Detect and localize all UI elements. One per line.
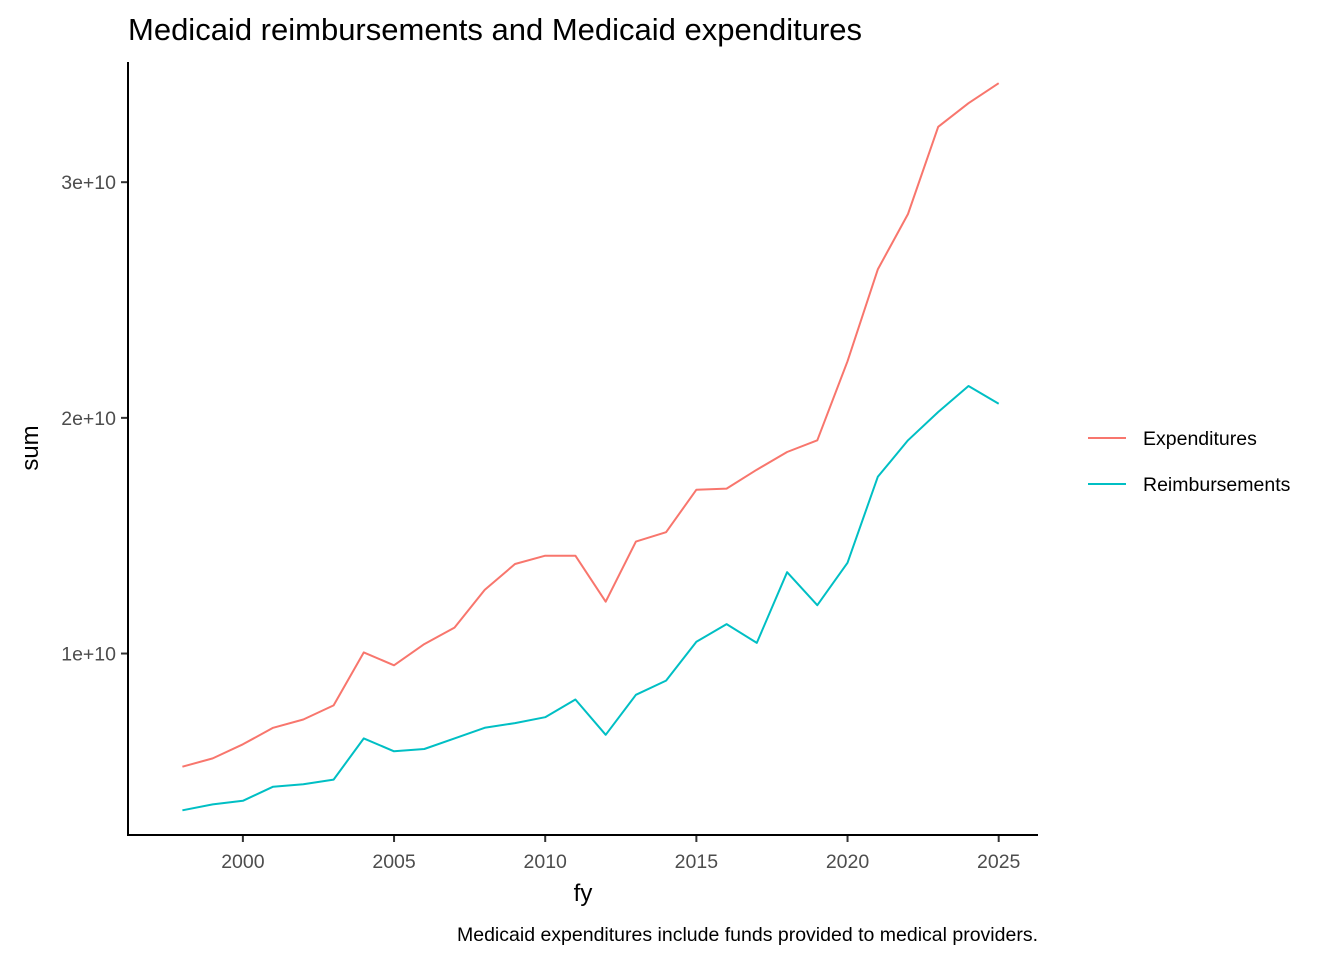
- x-axis-title: fy: [574, 880, 593, 907]
- x-tick-label: 2000: [221, 851, 265, 873]
- y-axis-title: sum: [17, 425, 44, 470]
- legend-label: Reimbursements: [1143, 474, 1291, 496]
- series-line-expenditures: [182, 82, 1000, 768]
- chart-caption: Medicaid expenditures include funds prov…: [457, 924, 1038, 946]
- series-line-reimbursements: [182, 385, 1000, 812]
- y-tick-label: 2e+10: [61, 408, 116, 430]
- y-tick-label: 3e+10: [61, 172, 116, 194]
- x-tick-label: 2005: [372, 851, 416, 873]
- series-layer: [182, 82, 1000, 812]
- plot-panel: 2000 2005 2010 2015 2020 2025 1e+10 2e+10 3e+10: [61, 62, 1038, 873]
- y-axis-ticks: 1e+10 2e+10 3e+10: [61, 172, 128, 666]
- legend-item-reimbursements: Reimbursements: [1088, 474, 1291, 496]
- x-tick-label: 2010: [524, 851, 568, 873]
- y-tick-label: 1e+10: [61, 644, 116, 666]
- x-tick-label: 2015: [675, 851, 719, 873]
- legend-item-expenditures: Expenditures: [1088, 428, 1257, 450]
- legend-label: Expenditures: [1143, 428, 1257, 450]
- legend: Expenditures Reimbursements: [1088, 428, 1291, 496]
- x-axis-ticks: 2000 2005 2010 2015 2020 2025: [221, 835, 1021, 873]
- x-tick-label: 2020: [826, 851, 870, 873]
- chart-title: Medicaid reimbursements and Medicaid exp…: [128, 12, 862, 47]
- x-tick-label: 2025: [977, 851, 1021, 873]
